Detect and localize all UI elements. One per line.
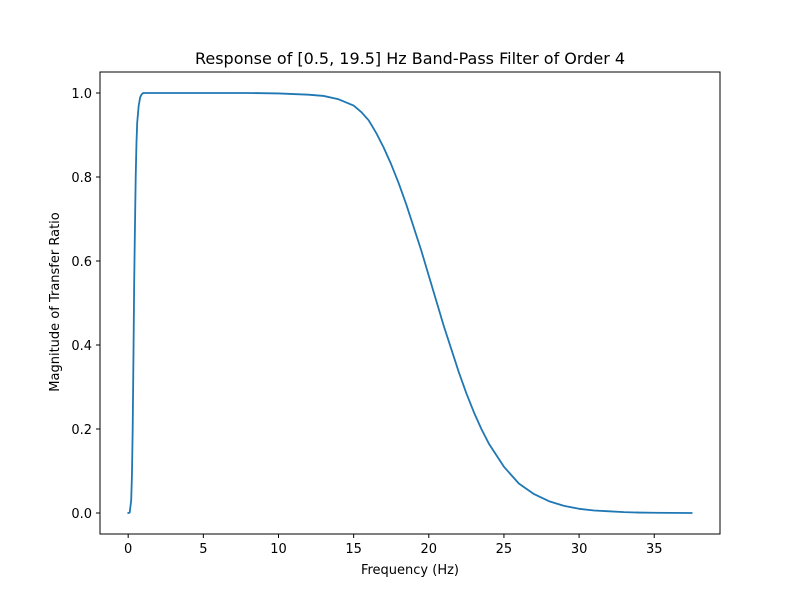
x-tick-label: 35	[646, 542, 663, 557]
x-axis-label: Frequency (Hz)	[361, 563, 459, 578]
y-axis-label: Magnitude of Transfer Ratio	[48, 212, 63, 391]
y-tick-label: 0.6	[71, 255, 92, 270]
series-line-0	[127, 92, 693, 514]
y-tick-label: 0.2	[71, 423, 92, 438]
x-tick-label: 10	[270, 542, 287, 557]
x-tick-label: 0	[124, 542, 132, 557]
x-tick-label: 20	[421, 542, 438, 557]
plot-frame	[99, 71, 721, 535]
y-tick-label: 1.0	[71, 87, 92, 102]
x-tick-label: 30	[571, 542, 588, 557]
x-tick-label: 5	[199, 542, 207, 557]
chart-title: Response of [0.5, 19.5] Hz Band-Pass Fil…	[195, 49, 625, 68]
y-tick-label: 0.8	[71, 171, 92, 186]
y-tick-label: 0.0	[71, 507, 92, 522]
x-tick-label: 15	[345, 542, 362, 557]
x-tick-label: 25	[496, 542, 513, 557]
y-tick-label: 0.4	[71, 339, 92, 354]
